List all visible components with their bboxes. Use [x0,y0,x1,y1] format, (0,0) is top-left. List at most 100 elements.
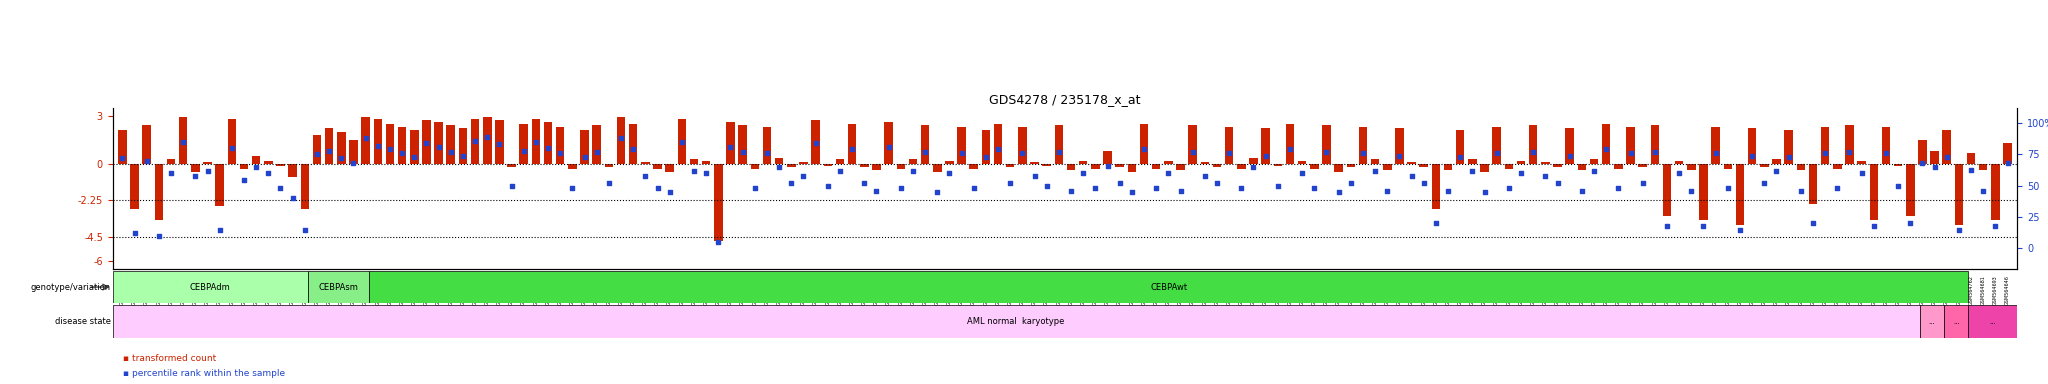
Bar [326,129,334,164]
Bar [1444,164,1452,170]
Point [993,180,1026,186]
Bar [410,130,418,164]
Bar [2003,143,2011,164]
Bar [1919,305,1944,338]
Bar [993,124,1001,164]
Point [1870,150,1903,156]
Bar [1638,164,1647,167]
Point [666,139,698,145]
Bar [178,117,188,164]
Point [1991,160,2023,166]
Bar [1688,164,1696,170]
Bar [1006,164,1014,167]
Bar [215,164,223,206]
Bar [678,119,686,164]
Bar [1833,164,1841,169]
Point [1978,223,2011,229]
Point [860,188,893,194]
Point [1176,149,1208,155]
Point [616,146,649,152]
Point [1370,188,1403,194]
Point [326,155,358,161]
Point [752,150,784,156]
Point [1395,173,1427,179]
Bar [1991,164,1999,220]
Point [240,164,272,170]
Bar [872,164,881,170]
Point [1808,150,1841,156]
Bar [934,164,942,172]
Bar [166,159,176,164]
Bar [786,164,795,167]
Bar [1626,127,1634,164]
Point [1128,146,1161,152]
Bar [885,122,893,164]
Bar [1700,164,1708,220]
Bar [1737,164,1745,225]
Bar [1358,127,1368,164]
Point [1772,154,1804,160]
Bar [289,164,297,177]
Point [1382,153,1415,159]
Point [1456,168,1489,174]
Bar [1104,151,1112,164]
Bar [969,164,979,169]
Text: ...: ... [1954,319,1960,324]
Bar [1712,127,1720,164]
Point [1894,220,1927,227]
Point [1225,185,1257,191]
Point [1286,170,1319,176]
Point [1358,168,1391,174]
Point [410,140,442,146]
Point [1518,149,1550,155]
Bar [131,164,139,209]
Bar [922,125,930,164]
Bar [459,129,467,164]
Bar [1552,164,1563,167]
Point [545,150,578,156]
Point [1188,173,1221,179]
Bar [1663,164,1671,215]
Bar [422,121,430,164]
Point [823,168,856,174]
Bar [1092,164,1100,169]
Point [178,173,211,179]
Bar [641,162,649,164]
Bar [1614,164,1622,169]
Point [1505,170,1538,176]
Point [848,180,881,186]
Bar [252,156,260,164]
Point [1796,220,1829,227]
Bar [1942,130,1952,164]
Bar [762,127,772,164]
Point [1432,188,1464,194]
Point [1833,149,1866,155]
Point [946,150,979,156]
Bar [981,130,989,164]
Bar [616,117,625,164]
Bar [1931,151,1939,164]
Bar [1602,124,1610,164]
Point [786,173,819,179]
Bar [1163,161,1174,164]
Bar [1968,305,2017,338]
Point [1104,180,1137,186]
Point [727,149,760,155]
Point [1407,180,1440,186]
Bar [1151,164,1161,169]
Point [922,189,954,195]
Bar [1894,164,1903,166]
Point [276,195,309,202]
Point [422,144,455,150]
Bar [496,121,504,164]
Bar [629,124,637,164]
Bar [471,119,479,164]
Bar [307,271,369,303]
Bar [545,122,553,164]
Bar [690,159,698,164]
Bar [1759,164,1769,167]
Bar [1772,159,1780,164]
Bar [113,271,307,303]
Bar [1589,159,1597,164]
Point [1737,153,1769,159]
